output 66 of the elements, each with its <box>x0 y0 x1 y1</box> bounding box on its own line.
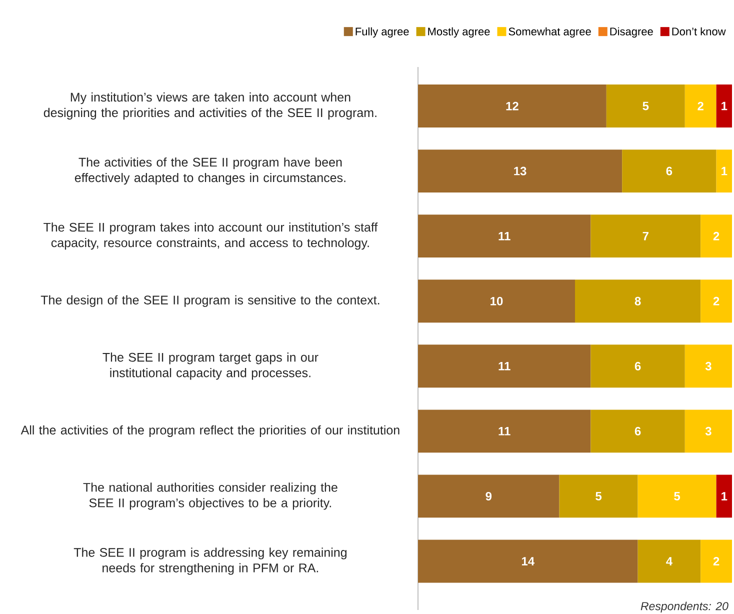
legend-label: Don’t know <box>672 27 726 36</box>
bar <box>418 280 575 323</box>
bar <box>418 150 622 193</box>
bar <box>716 84 732 128</box>
data-label: 13 <box>514 166 526 176</box>
data-label: 3 <box>705 362 712 370</box>
bar <box>575 280 701 323</box>
bar <box>684 344 732 388</box>
y-tick-label: The national authorities consider realizing the SEE II program’s objectives to be a priority. <box>83 482 338 510</box>
bar <box>638 474 716 518</box>
data-label: 10 <box>490 296 503 306</box>
data-label: 2 <box>713 232 720 240</box>
bar <box>684 84 716 128</box>
data-label: 12 <box>506 102 518 110</box>
data-label: 6 <box>666 166 672 176</box>
data-label: 11 <box>498 427 510 436</box>
bar <box>590 214 701 258</box>
data-label: 7 <box>642 232 648 240</box>
data-label: 1 <box>722 166 728 176</box>
bar <box>418 84 606 128</box>
bar <box>716 474 732 518</box>
bar <box>590 344 685 388</box>
bar <box>418 474 560 518</box>
data-label: 5 <box>642 102 649 110</box>
y-tick-label: All the activities of the program reflect the priorities of our institution <box>20 425 400 437</box>
data-label: 1 <box>722 492 728 500</box>
bar <box>700 540 732 583</box>
y-tick-label: The activities of the SEE II program have been effectively adapted to changes in circumstances. <box>74 157 346 185</box>
y-tick-label: The SEE II program target gaps in our institutional capacity and processes. <box>102 352 318 380</box>
data-label: 6 <box>634 362 641 370</box>
bar <box>418 540 638 583</box>
legend-label: Somewhat agree <box>508 27 591 38</box>
y-tick-label: The SEE II program is addressing key remaining needs for strengthening in PFM or RA. <box>74 548 346 575</box>
data-label: 2 <box>713 557 720 566</box>
bar <box>559 474 638 518</box>
bar <box>716 150 732 193</box>
y-tick-label: My institution’s views are taken into account when designing the priorities and activities of the SEE II program. <box>44 92 376 120</box>
bar <box>622 150 716 193</box>
data-label: 3 <box>705 426 712 436</box>
data-label: 5 <box>596 492 602 500</box>
legend-label: Mostly agree <box>428 27 490 38</box>
data-label: 8 <box>634 296 641 306</box>
y-tick-label: The design of the SEE II program is sensitive to the context. <box>40 295 380 307</box>
bar <box>700 280 732 323</box>
data-label: 2 <box>713 296 720 306</box>
data-label: 4 <box>666 557 672 566</box>
bar <box>700 214 732 258</box>
bar <box>418 344 591 388</box>
annotation: Respondents: 20 <box>640 602 728 612</box>
data-label: 11 <box>498 362 510 370</box>
y-tick-label: The SEE II program takes into account our institution’s staff capacity, resource constraints, and access to technology. <box>44 222 378 250</box>
data-label: 11 <box>498 232 510 240</box>
legend-label: Fully agree <box>356 27 409 38</box>
data-label: 2 <box>698 102 704 110</box>
bar <box>638 540 701 583</box>
bar <box>606 84 685 128</box>
bar <box>590 410 685 453</box>
bar <box>418 410 591 453</box>
data-label: 6 <box>634 426 641 436</box>
data-label: 9 <box>486 492 492 500</box>
bar <box>418 214 591 258</box>
data-label: 1 <box>722 102 728 110</box>
data-label: 14 <box>522 557 535 566</box>
bar <box>684 410 732 453</box>
data-label: 5 <box>674 492 680 500</box>
legend-label: Disagree <box>610 27 653 38</box>
